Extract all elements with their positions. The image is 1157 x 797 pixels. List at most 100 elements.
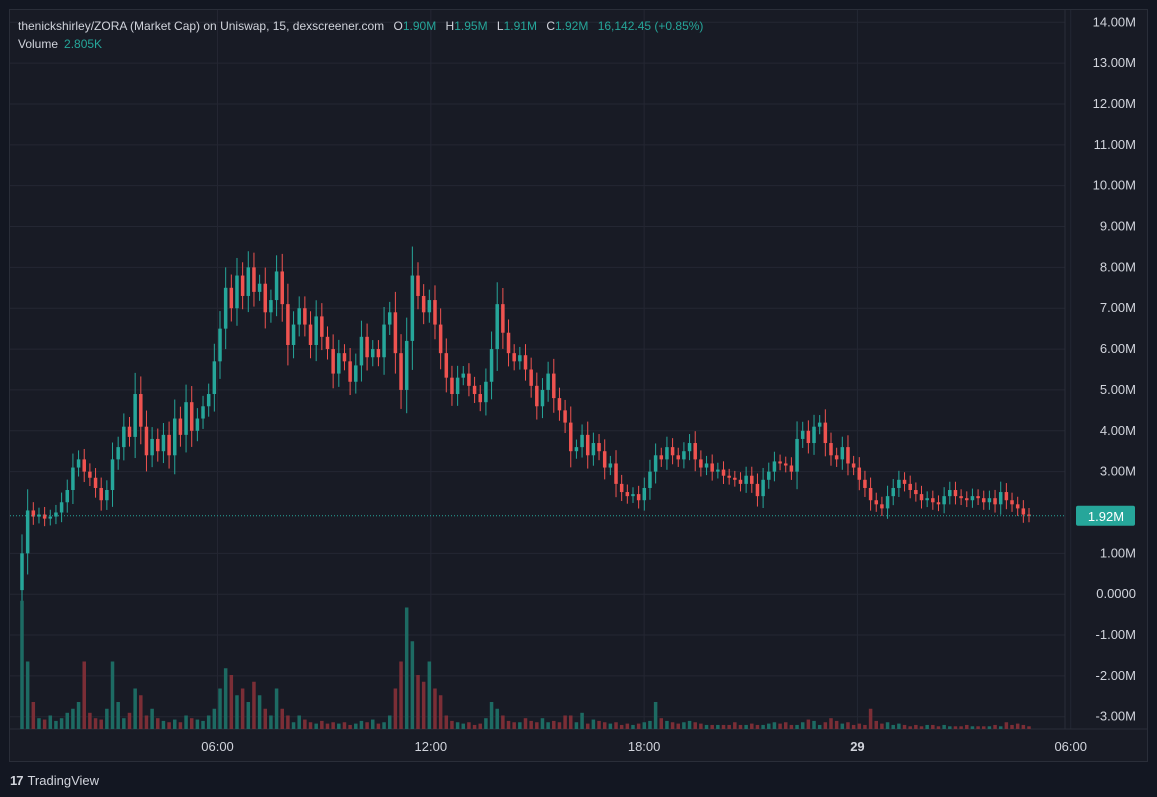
candle-body[interactable] [535, 385, 539, 407]
candle-body[interactable] [246, 267, 251, 296]
candle-body[interactable] [670, 447, 675, 456]
candle-body[interactable] [31, 510, 36, 517]
candle-body[interactable] [546, 373, 550, 390]
candle-body[interactable] [325, 336, 330, 350]
candle-body[interactable] [82, 459, 86, 472]
candle-body[interactable] [829, 443, 833, 456]
candle-body[interactable] [1027, 514, 1031, 516]
candle-body[interactable] [489, 349, 494, 382]
footer-branding[interactable]: 17 TradingView [10, 770, 99, 790]
candle-body[interactable] [184, 402, 188, 435]
candle-body[interactable] [240, 275, 245, 296]
volume-label[interactable]: Volume [18, 37, 59, 51]
candle-body[interactable] [993, 498, 997, 505]
candle-body[interactable] [783, 463, 788, 466]
candle-body[interactable] [716, 469, 720, 472]
candle-body[interactable] [1010, 500, 1014, 505]
candle-body[interactable] [201, 406, 205, 419]
candle-body[interactable] [297, 308, 301, 325]
candle-body[interactable] [823, 422, 828, 444]
candle-body[interactable] [817, 422, 822, 427]
candle-body[interactable] [172, 418, 177, 456]
candle-body[interactable] [800, 430, 805, 439]
candle-body[interactable] [704, 463, 709, 468]
candle-body[interactable] [88, 471, 92, 478]
candle-body[interactable] [767, 471, 771, 480]
candle-body[interactable] [851, 463, 856, 468]
candle-body[interactable] [733, 477, 737, 480]
candle-body[interactable] [914, 490, 918, 495]
candle-body[interactable] [331, 349, 335, 374]
chart-area[interactable] [9, 9, 1148, 762]
candle-body[interactable] [410, 275, 415, 341]
candle-body[interactable] [399, 353, 403, 390]
candle-body[interactable] [665, 447, 669, 460]
candle-body[interactable] [212, 361, 217, 395]
candle-body[interactable] [614, 463, 618, 484]
candle-body[interactable] [280, 271, 284, 305]
candle-body[interactable] [569, 422, 573, 452]
candle-body[interactable] [472, 385, 477, 395]
candle-body[interactable] [206, 394, 211, 407]
candle-body[interactable] [540, 389, 545, 407]
candle-body[interactable] [529, 369, 533, 386]
candle-body[interactable] [178, 418, 183, 435]
candle-body[interactable] [478, 394, 482, 403]
candle-body[interactable] [274, 271, 279, 301]
candle-body[interactable] [438, 324, 443, 354]
candle-body[interactable] [76, 459, 81, 468]
candle-body[interactable] [936, 502, 941, 505]
candle-body[interactable] [314, 316, 318, 345]
candle-body[interactable] [127, 426, 132, 437]
candle-body[interactable] [998, 492, 1003, 505]
candle-body[interactable] [874, 500, 879, 505]
candle-body[interactable] [286, 304, 290, 345]
candle-body[interactable] [150, 438, 154, 456]
candle-body[interactable] [755, 483, 760, 497]
candle-body[interactable] [167, 434, 171, 456]
candle-body[interactable] [721, 469, 726, 476]
candle-body[interactable] [156, 438, 160, 452]
candle-body[interactable] [133, 394, 137, 437]
candle-body[interactable] [625, 492, 630, 497]
candle-body[interactable] [744, 475, 748, 484]
candle-body[interactable] [195, 418, 200, 431]
candle-body[interactable] [416, 275, 420, 296]
candle-body[interactable] [931, 498, 935, 503]
candle-body[interactable] [619, 483, 624, 493]
candle-body[interactable] [552, 373, 556, 399]
candle-body[interactable] [291, 324, 296, 345]
candle-body[interactable] [897, 479, 901, 488]
candle-body[interactable] [942, 496, 946, 505]
candle-body[interactable] [252, 267, 256, 292]
candle-body[interactable] [608, 463, 613, 468]
candle-body[interactable] [976, 496, 980, 499]
symbol-title[interactable]: thenickshirley/ZORA (Market Cap) on Unis… [18, 19, 385, 33]
candle-body[interactable] [919, 494, 924, 501]
candle-body[interactable] [523, 355, 528, 370]
candle-body[interactable] [99, 487, 103, 501]
candle-body[interactable] [557, 398, 562, 411]
candle-body[interactable] [218, 328, 222, 362]
candle-body[interactable] [987, 498, 992, 503]
candle-body[interactable] [597, 443, 601, 452]
candle-body[interactable] [727, 475, 731, 478]
candle-body[interactable] [1021, 508, 1026, 515]
candle-body[interactable] [257, 283, 262, 292]
candle-body[interactable] [812, 426, 816, 444]
candle-body[interactable] [981, 498, 986, 503]
candle-body[interactable] [687, 443, 692, 452]
candle-body[interactable] [789, 465, 794, 472]
candle-body[interactable] [642, 487, 647, 501]
candle-body[interactable] [636, 494, 641, 501]
candle-body[interactable] [484, 381, 488, 403]
candle-body[interactable] [269, 300, 273, 313]
candle-body[interactable] [59, 502, 64, 513]
candle-body[interactable] [761, 479, 765, 497]
candle-body[interactable] [229, 287, 234, 309]
candle-body[interactable] [970, 496, 975, 501]
candle-body[interactable] [42, 514, 47, 519]
candle-body[interactable] [139, 394, 143, 427]
candle-body[interactable] [370, 349, 375, 358]
candle-body[interactable] [501, 304, 505, 333]
